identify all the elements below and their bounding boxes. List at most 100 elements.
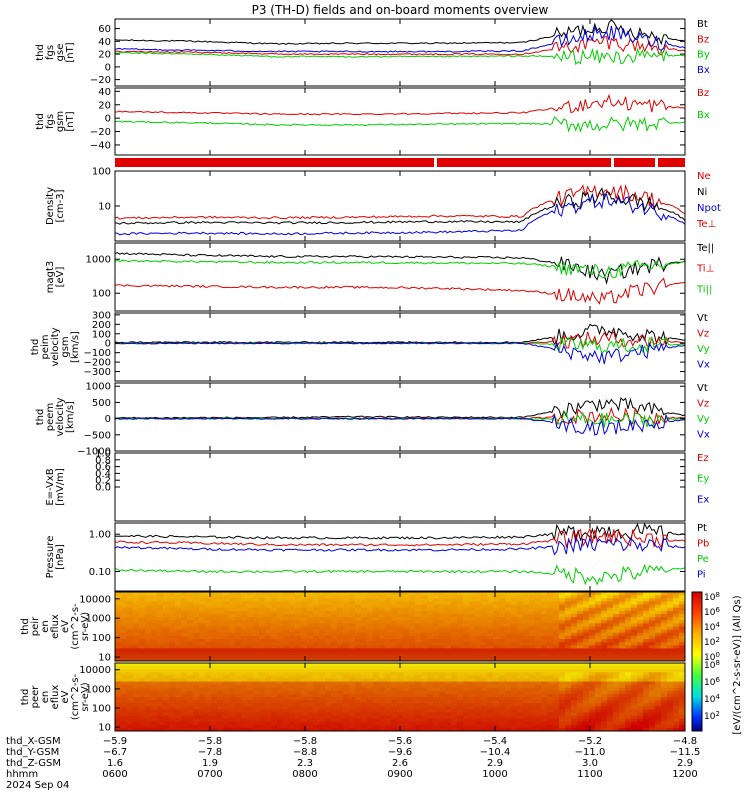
spectrogram-cell <box>433 724 440 729</box>
spectrogram-cell <box>283 724 290 729</box>
spectrogram-cell <box>517 690 524 695</box>
spectrogram-cell <box>565 703 572 707</box>
spectrogram-cell <box>487 632 494 637</box>
spectrogram-cell <box>487 687 494 692</box>
spectrogram-cell <box>259 601 266 605</box>
spectrogram-cell <box>595 595 602 599</box>
spectrogram-cell <box>667 651 674 656</box>
orbit-row-value: 3.0 <box>582 758 598 769</box>
spectrogram-cell <box>223 709 230 713</box>
spectrogram-cell <box>373 595 380 599</box>
y-axis-label: magt3 <box>45 261 56 294</box>
spectrogram-cell <box>157 697 164 701</box>
spectrogram-cell <box>151 700 158 704</box>
spectrogram-cell <box>193 684 200 689</box>
spectrogram-cell <box>517 604 524 609</box>
spectrogram-cell <box>481 684 488 689</box>
spectrogram-cell <box>157 598 164 602</box>
spectrogram-cell <box>433 672 440 676</box>
spectrogram-cell <box>283 669 290 673</box>
spectrogram-cell <box>157 654 164 659</box>
spectrogram-cell <box>607 657 614 662</box>
spectrogram-cell <box>181 642 188 646</box>
spectrogram-cell <box>379 706 386 710</box>
spectrogram-cell <box>337 693 344 698</box>
spectrogram-cell <box>511 626 518 631</box>
spectrogram-cell <box>145 629 152 634</box>
spectrogram-cell <box>385 635 392 640</box>
spectrogram-cell <box>319 629 326 634</box>
spectrogram-cell <box>565 598 572 602</box>
spectrogram-cell <box>229 727 236 732</box>
spectrogram-cell <box>403 626 410 631</box>
spectrogram-cell <box>643 709 650 713</box>
spectrogram-cell <box>139 690 146 695</box>
spectrogram-cell <box>589 718 596 723</box>
spectrogram-cell <box>217 657 224 662</box>
spectrogram-cell <box>139 727 146 732</box>
spectrogram-cell <box>469 712 476 716</box>
spectrogram-cell <box>613 681 620 686</box>
spectrogram-cell <box>391 718 398 723</box>
spectrogram-cell <box>577 712 584 716</box>
spectrogram-cell <box>145 626 152 631</box>
spectrogram-cell <box>553 672 560 676</box>
spectrogram-cell <box>151 617 158 621</box>
series-line-npot <box>114 193 686 236</box>
spectrogram-cell <box>295 642 302 646</box>
spectrogram-cell <box>205 613 212 618</box>
spectrogram-cell <box>301 601 308 605</box>
spectrogram-cell <box>169 626 176 631</box>
spectrogram-cell <box>145 681 152 686</box>
spectrogram-cell <box>559 672 566 676</box>
spectrogram-cell <box>625 684 632 689</box>
spectrogram-cell <box>175 703 182 707</box>
spectrogram-cell <box>391 610 398 615</box>
spectrogram-cell <box>679 626 686 631</box>
spectrogram-cell <box>583 672 590 676</box>
spectrogram-cell <box>193 681 200 686</box>
spectrogram-cell <box>223 598 230 602</box>
spectrogram-cell <box>127 592 134 596</box>
spectrogram-cell <box>361 706 368 710</box>
spectrogram-cell <box>445 607 452 612</box>
spectrogram-cell <box>649 651 656 656</box>
spectrogram-cell <box>589 675 596 679</box>
spectrogram-cell <box>475 718 482 723</box>
spectrogram-cell <box>409 721 416 726</box>
spectrogram-cell <box>577 645 584 649</box>
spectrogram-cell <box>283 613 290 618</box>
spectrogram-cell <box>367 632 374 637</box>
spectrogram-cell <box>439 684 446 689</box>
spectrogram-cell <box>529 651 536 656</box>
spectrogram-cell <box>571 642 578 646</box>
y-tick-label: 300 <box>92 310 111 321</box>
spectrogram-cell <box>403 639 410 643</box>
spectrogram-cell <box>223 654 230 659</box>
spectrogram-cell <box>631 718 638 723</box>
spectrogram-cell <box>139 654 146 659</box>
spectrogram-cell <box>445 610 452 615</box>
spectrogram-cell <box>217 598 224 602</box>
spectrogram-cell <box>613 669 620 673</box>
spectrogram-cell <box>343 595 350 599</box>
spectrogram-cell <box>613 635 620 640</box>
spectrogram-cell <box>199 610 206 615</box>
orbit-row-label: thd_Y-GSM <box>6 747 59 758</box>
spectrogram-cell <box>187 648 194 652</box>
spectrogram-cell <box>475 721 482 726</box>
spectrogram-cell <box>409 592 416 596</box>
spectrogram-cell <box>385 654 392 659</box>
spectrogram-cell <box>229 678 236 682</box>
spectrogram-cell <box>577 607 584 612</box>
spectrogram-cell <box>523 620 530 624</box>
spectrogram-cell <box>343 601 350 605</box>
spectrogram-cell <box>121 595 128 599</box>
spectrogram-cell <box>613 626 620 631</box>
spectrogram-cell <box>391 617 398 621</box>
spectrogram-cell <box>151 718 158 723</box>
spectrogram-cell <box>271 684 278 689</box>
spectrogram-cell <box>523 610 530 615</box>
spectrogram-cell <box>199 629 206 634</box>
